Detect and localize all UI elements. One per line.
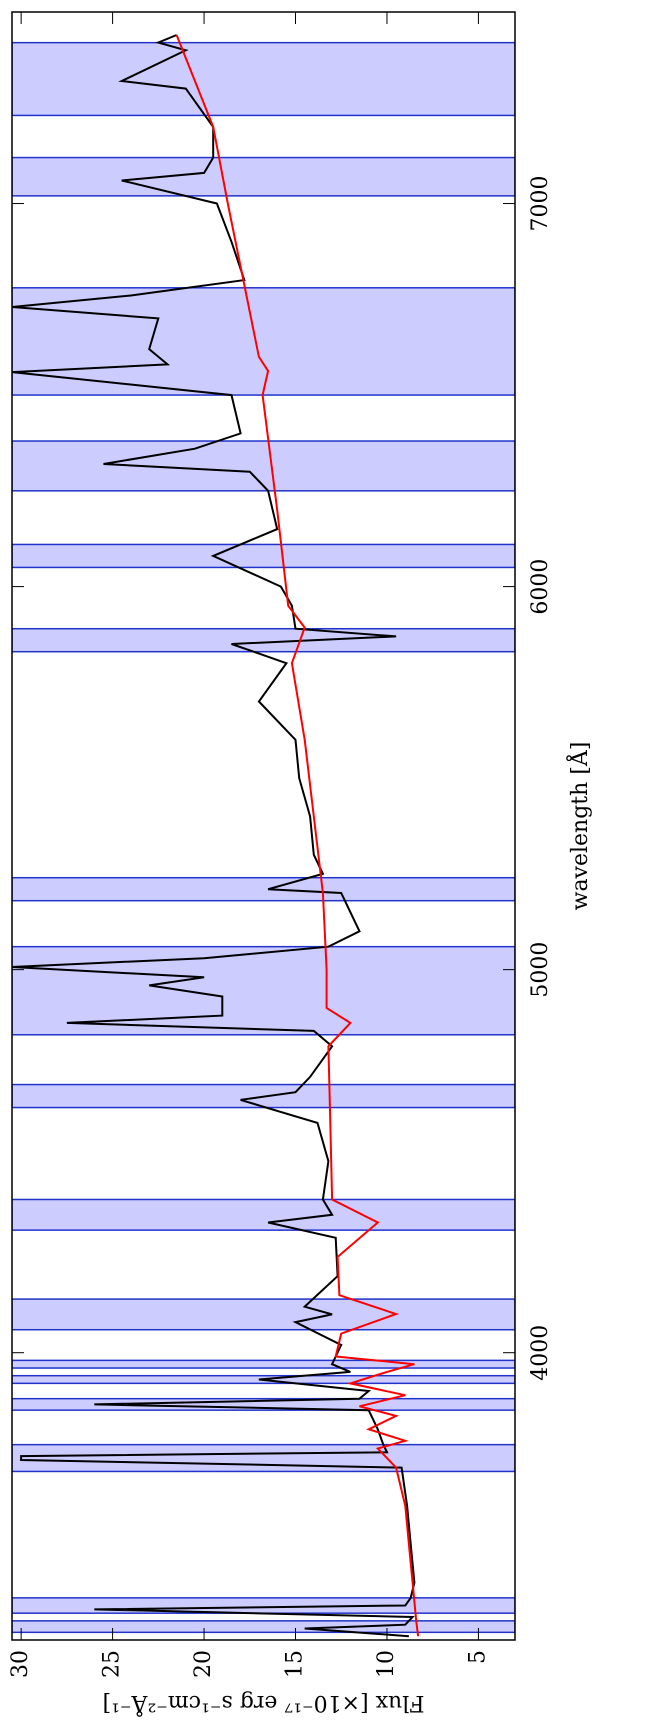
band: [12, 440, 515, 492]
y-tick-label: 5: [465, 1650, 490, 1664]
plot-area: [12, 34, 515, 1638]
y-tick-label: 20: [191, 1650, 216, 1678]
band: [12, 1298, 515, 1331]
band: [12, 1597, 515, 1614]
x-tick-label: 4000: [528, 1325, 553, 1381]
y-tick-label: 15: [283, 1650, 308, 1678]
y-tick-label: 25: [100, 1650, 125, 1678]
x-tick-label: 7000: [528, 176, 553, 232]
band: [12, 287, 515, 396]
band: [12, 41, 515, 117]
x-axis-title: wavelength [Å]: [565, 742, 593, 911]
band: [12, 156, 515, 197]
band: [12, 945, 515, 1036]
x-tick-label: 6000: [528, 559, 553, 615]
band: [12, 876, 515, 902]
frame: [11, 11, 516, 1641]
y-tick-label: 10: [374, 1650, 399, 1678]
band: [12, 1397, 515, 1411]
band: [12, 543, 515, 569]
spectrum-line: [12, 34, 416, 1638]
y-tick-label: 30: [8, 1650, 33, 1678]
y-axis-title: Flux [×10⁻¹⁷ erg s⁻¹cm⁻²Å⁻¹]: [103, 1690, 425, 1718]
band: [12, 1359, 515, 1369]
band: [12, 1443, 515, 1473]
spectrum-line: [175, 34, 420, 1637]
x-tick-label: 5000: [528, 942, 553, 998]
band: [12, 1198, 515, 1231]
plot: 4000 5000 6000 7000 5 10 15 20 25 30 wavelength [Å…: [8, 11, 593, 1718]
band: [12, 1620, 515, 1634]
band: [12, 627, 515, 653]
